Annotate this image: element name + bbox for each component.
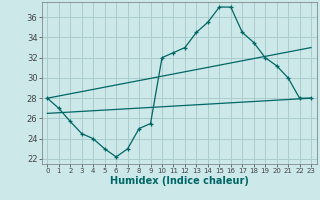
X-axis label: Humidex (Indice chaleur): Humidex (Indice chaleur): [110, 176, 249, 186]
